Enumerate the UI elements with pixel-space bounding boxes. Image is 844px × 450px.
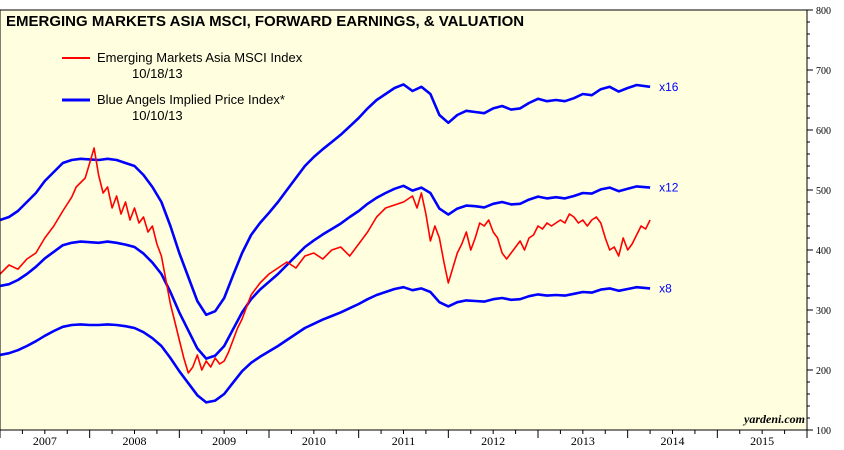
series-line-emerging-markets-asia-msci-index — [0, 147, 651, 374]
line-label-x8: x8 — [659, 281, 672, 295]
series-line-x16 — [0, 83, 651, 317]
y-tick-label: 500 — [816, 186, 831, 197]
y-tick-label: 600 — [816, 126, 831, 137]
y-tick-label: 200 — [816, 366, 831, 377]
line-label-x12: x12 — [659, 181, 679, 195]
y-tick-label: 800 — [816, 6, 831, 17]
line-labels: x16 x12 x8 — [659, 80, 679, 296]
y-tick-label: 300 — [816, 306, 831, 317]
legend-label-blue-angels: Blue Angels Implied Price Index* — [97, 92, 285, 107]
y-axis: 100 200 300 400 500 600 700 800 — [807, 6, 831, 437]
series-line-x8 — [0, 285, 651, 404]
x-tick-label: 2013 — [571, 434, 595, 448]
source-label: yardeni.com — [742, 412, 805, 426]
x-tick-label: 2008 — [123, 434, 147, 448]
x-tick-label: 2015 — [750, 434, 774, 448]
plot-background — [0, 10, 807, 430]
x-axis: 2007 2008 2009 2010 2011 2012 2013 2014 2015 — [0, 430, 808, 448]
legend: Emerging Markets Asia MSCI Index 10/18/1… — [62, 50, 303, 123]
series-line-x12 — [0, 184, 651, 360]
x-tick-label: 2007 — [33, 434, 57, 448]
line-label-x16: x16 — [659, 80, 679, 94]
legend-date-blue-angels: 10/10/13 — [132, 108, 183, 123]
legend-date-msci: 10/18/13 — [132, 66, 183, 81]
x-tick-label: 2014 — [661, 434, 685, 448]
series-layer — [0, 83, 651, 404]
x-tick-label: 2009 — [212, 434, 236, 448]
y-tick-label: 100 — [816, 426, 831, 437]
x-tick-label: 2011 — [392, 434, 416, 448]
legend-label-msci: Emerging Markets Asia MSCI Index — [97, 50, 303, 65]
x-tick-label: 2010 — [302, 434, 326, 448]
y-tick-label: 400 — [816, 246, 831, 257]
x-tick-label: 2012 — [481, 434, 505, 448]
y-tick-label: 700 — [816, 66, 831, 77]
chart-title: EMERGING MARKETS ASIA MSCI, FORWARD EARN… — [6, 13, 524, 30]
